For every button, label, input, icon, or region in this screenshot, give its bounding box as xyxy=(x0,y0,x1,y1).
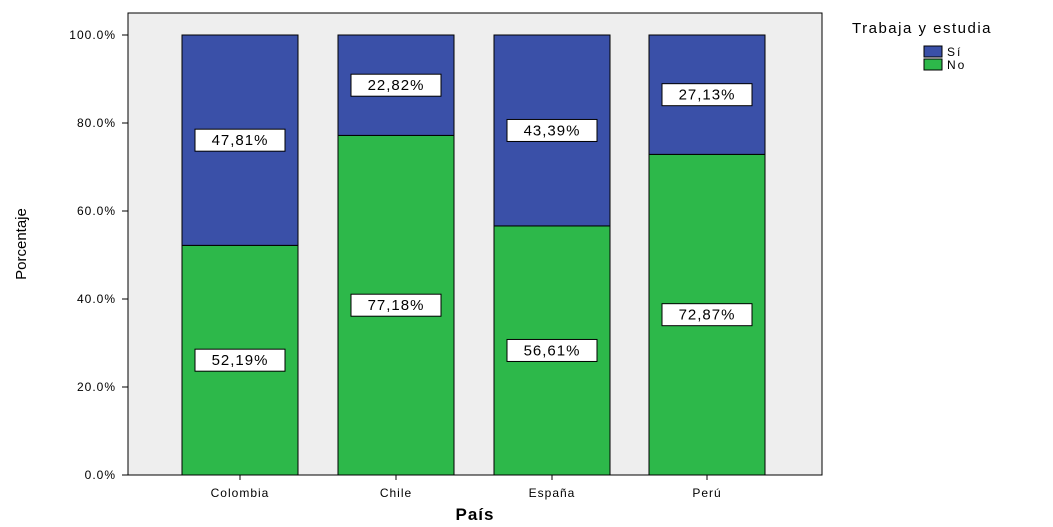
legend-label: Sí xyxy=(947,45,962,59)
y-tick-label: 40.0% xyxy=(77,292,116,306)
y-tick-label: 80.0% xyxy=(77,116,116,130)
data-label: 43,39% xyxy=(524,122,581,139)
y-tick-label: 60.0% xyxy=(77,204,116,218)
legend-label: No xyxy=(947,58,966,72)
data-label-box xyxy=(194,128,286,152)
legend-title: Trabaja y estudia xyxy=(852,20,992,37)
data-label-box xyxy=(194,348,286,372)
axes-layer: Colombia Chile España Perú 0.0% 20.0% 40.0% 60.… xyxy=(69,28,721,500)
y-tick-label: 20.0% xyxy=(77,380,116,394)
data-labels-layer: 52,19% 47,81% 77,18% 22,82% 56,61% 43,39% 72,8… xyxy=(194,73,753,372)
x-axis-title: País xyxy=(456,505,495,524)
data-label-box xyxy=(661,303,753,327)
data-label-box xyxy=(350,293,442,317)
y-tick-label: 100.0% xyxy=(69,28,116,42)
data-label: 77,18% xyxy=(368,297,425,314)
data-label: 47,81% xyxy=(212,132,269,149)
data-label-box xyxy=(661,83,753,107)
y-tick-label: 0.0% xyxy=(85,468,116,482)
x-tick-label: Chile xyxy=(380,486,412,500)
legend-swatch-no xyxy=(923,58,943,71)
data-label: 56,61% xyxy=(524,342,581,359)
x-tick-label: España xyxy=(529,486,576,500)
data-label: 72,87% xyxy=(679,307,736,324)
data-label: 22,82% xyxy=(368,77,425,94)
x-tick-label: Colombia xyxy=(211,486,270,500)
data-label: 52,19% xyxy=(212,352,269,369)
x-tick-label: Perú xyxy=(692,486,721,500)
data-label: 27,13% xyxy=(679,87,736,104)
data-label-box xyxy=(350,73,442,97)
legend-swatch-si xyxy=(923,45,943,58)
y-axis-title: Porcentaje xyxy=(13,208,30,280)
data-label-box xyxy=(506,118,598,142)
data-label-box xyxy=(506,338,598,362)
